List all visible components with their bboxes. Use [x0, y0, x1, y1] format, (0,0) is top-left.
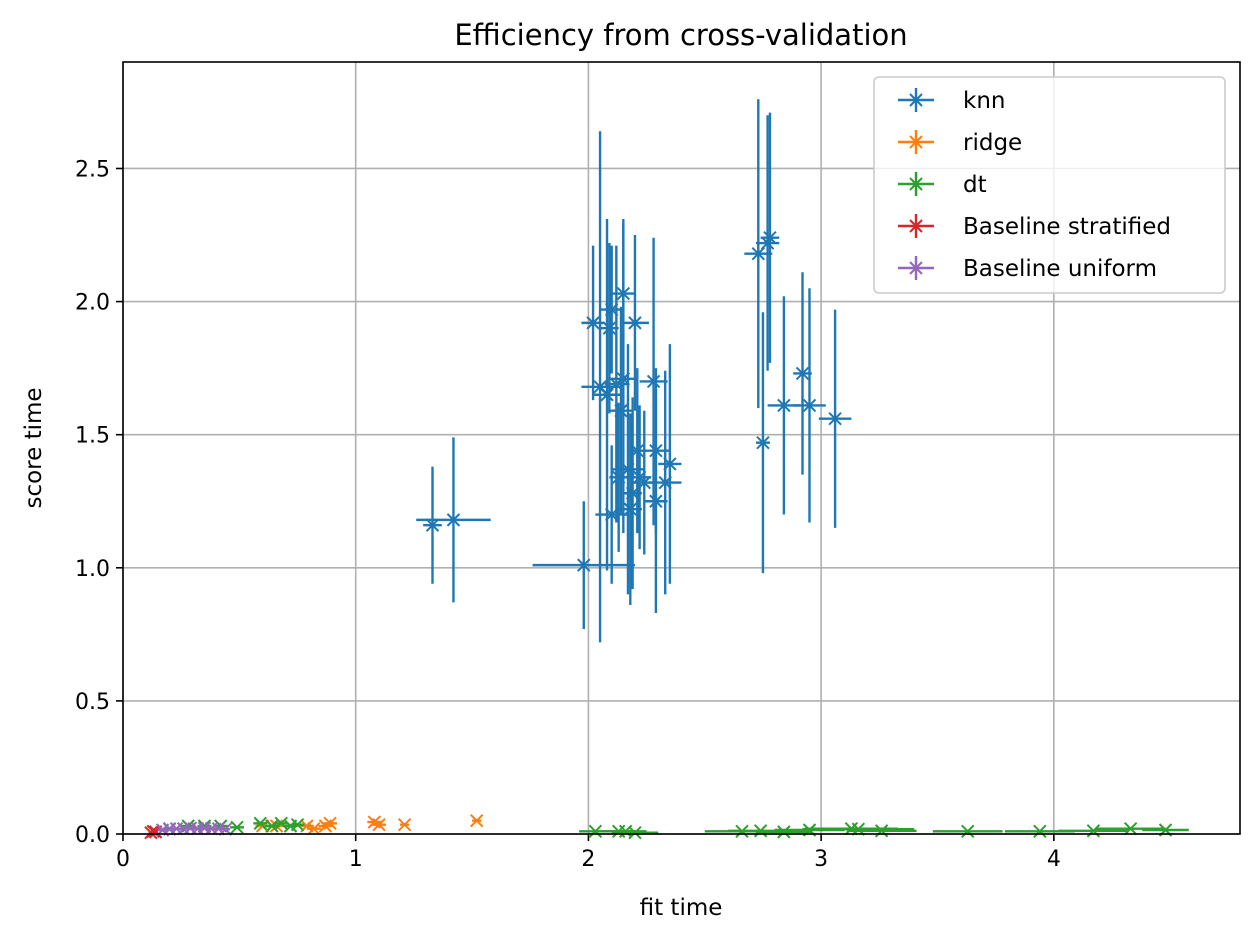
legend-marker [909, 93, 923, 107]
legend-item: Baseline uniform [898, 256, 1157, 282]
data-point [795, 366, 810, 381]
data-point [1123, 821, 1138, 836]
data-point [802, 398, 817, 413]
data-point [777, 398, 791, 413]
data-point [649, 443, 663, 458]
data-point [628, 316, 642, 330]
data-point [623, 502, 638, 516]
legend-marker [909, 261, 923, 275]
data-point [777, 825, 791, 839]
legend-item: Baseline stratified [898, 214, 1171, 240]
data-point [446, 513, 461, 527]
y-tick-label: 2.5 [75, 157, 110, 182]
x-axis-label: fit time [640, 895, 723, 921]
legend-label: dt [963, 172, 987, 198]
data-point [756, 435, 770, 450]
legend-label: knn [963, 88, 1005, 114]
data-point [961, 824, 975, 839]
series-layer [144, 99, 1189, 840]
series-knn [416, 99, 852, 643]
x-tick-label: 3 [814, 847, 828, 872]
legend-item: knn [898, 88, 1005, 114]
series-dt [162, 816, 1189, 840]
x-tick-label: 4 [1047, 847, 1061, 872]
legend-label: Baseline uniform [963, 256, 1157, 282]
data-point [628, 825, 642, 840]
data-point [874, 824, 889, 838]
data-point [307, 821, 321, 836]
data-point [1086, 824, 1101, 838]
y-axis-label: score time [21, 387, 47, 508]
data-point [425, 518, 440, 532]
data-point [397, 817, 412, 832]
legend-marker [909, 219, 923, 233]
data-point [577, 558, 591, 572]
y-tick-label: 2.0 [75, 291, 110, 316]
data-point [614, 404, 628, 418]
axis-ticks: 0 1 2 3 4 0.0 0.5 1.0 1.5 2.0 2.5 [75, 157, 1061, 872]
legend-marker [909, 135, 923, 149]
data-point [372, 817, 386, 832]
data-point [253, 816, 268, 831]
data-point [290, 817, 305, 832]
data-point [470, 813, 484, 828]
data-point [828, 412, 842, 426]
plot-frame [122, 61, 1241, 835]
data-point [197, 819, 212, 833]
legend-label: ridge [963, 130, 1022, 156]
legend-box [873, 76, 1226, 294]
x-tick-label: 0 [116, 847, 130, 872]
data-point [1033, 824, 1047, 839]
series-baseline-uniform [155, 821, 233, 837]
data-point [588, 824, 603, 839]
data-point [586, 316, 600, 330]
data-point [763, 230, 777, 245]
y-tick-label: 1.0 [75, 557, 110, 582]
data-point [630, 443, 644, 458]
legend: knn ridge dt Baseline stratified Baseline un… [873, 76, 1226, 294]
x-tick-label: 2 [581, 847, 595, 872]
chart-title: Efficiency from cross-validation [454, 18, 907, 52]
x-tick-label: 1 [349, 847, 363, 872]
legend-item: ridge [898, 130, 1022, 156]
legend-item: dt [898, 172, 987, 198]
data-point [602, 321, 617, 335]
y-tick-label: 0.5 [75, 690, 110, 715]
data-point [646, 374, 661, 389]
data-point [323, 816, 337, 831]
legend-label: Baseline stratified [963, 214, 1171, 240]
y-tick-label: 0.0 [75, 823, 110, 848]
data-point [637, 475, 651, 490]
legend-marker [909, 177, 923, 191]
y-tick-label: 1.5 [75, 424, 110, 449]
data-point [230, 820, 244, 835]
data-point [663, 457, 677, 471]
